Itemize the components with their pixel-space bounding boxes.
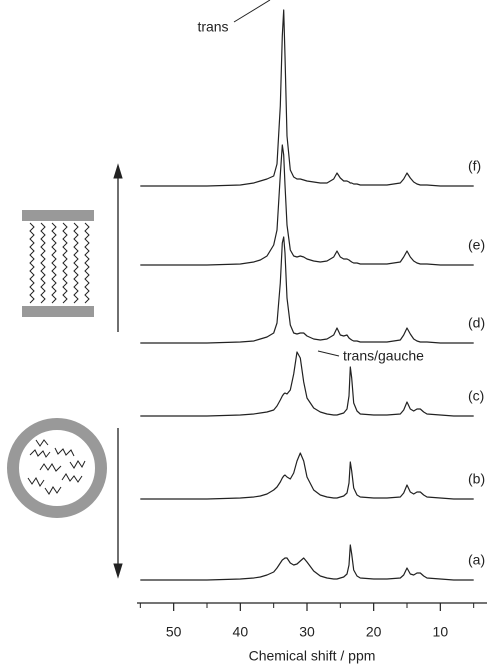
- series-label: (e): [468, 237, 485, 253]
- x-tick-label: 50: [166, 624, 182, 640]
- spectrum: [140, 145, 473, 265]
- spectrum: [140, 545, 473, 580]
- annotation-line: [318, 351, 339, 356]
- chain: [85, 223, 89, 303]
- annotation: trans: [197, 19, 228, 35]
- series-label: (f): [468, 158, 481, 174]
- chain: [30, 223, 34, 303]
- series-label: (b): [468, 471, 485, 487]
- x-tick-label: 30: [299, 624, 315, 640]
- spectrum: [140, 237, 473, 343]
- chain: [52, 223, 56, 303]
- chain: [63, 223, 67, 303]
- x-tick-label: 40: [233, 624, 249, 640]
- spectrum: [140, 453, 473, 499]
- x-tick-label: 10: [433, 624, 449, 640]
- arrow-up: [114, 165, 122, 332]
- annotation: trans/gauche: [343, 348, 424, 364]
- annotation-line: [234, 0, 270, 22]
- lamellar-icon: [22, 210, 94, 317]
- chart: trans trans/gauche Chemical shift / ppm …: [0, 0, 487, 667]
- x-tick-label: 20: [366, 624, 382, 640]
- pore-icon: [13, 424, 101, 512]
- series-label: (a): [468, 552, 485, 568]
- arrow-down: [114, 428, 122, 577]
- series-label: (d): [468, 315, 485, 331]
- chain: [74, 223, 78, 303]
- series-label: (c): [468, 388, 484, 404]
- spectrum: [140, 10, 473, 186]
- x-axis-title: Chemical shift / ppm: [249, 648, 376, 664]
- chain: [41, 223, 45, 303]
